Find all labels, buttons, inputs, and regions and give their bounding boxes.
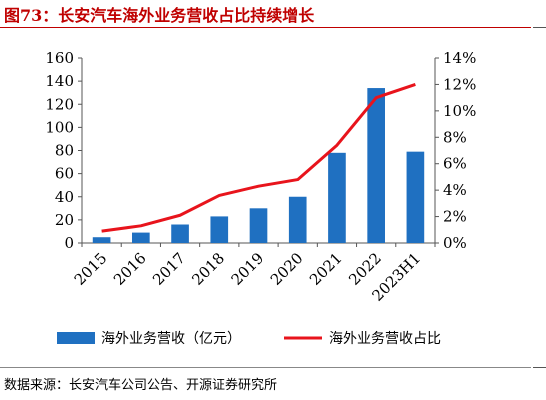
bar-2017: [171, 224, 189, 243]
legend: 海外业务营收（亿元） 海外业务营收占比: [57, 331, 441, 347]
right-axis-tick-label: 12%: [443, 75, 476, 93]
left-axis-tick-label: 140: [45, 72, 74, 90]
legend-bar-label: 海外业务营收（亿元）: [101, 331, 241, 347]
chart-title: 图73：长安汽车海外业务营收占比持续增长: [4, 6, 315, 25]
bar-2020: [288, 196, 307, 243]
x-axis-tick-label: 2020: [267, 249, 307, 289]
x-axis-tick-label: 2015: [71, 249, 111, 289]
x-axis-tick-label: 2016: [110, 249, 150, 289]
bar-2021: [328, 152, 346, 243]
right-axis-tick-label: 4%: [443, 181, 467, 199]
right-axis-tick-label: 0%: [443, 234, 467, 252]
left-axis-tick-label: 40: [55, 188, 74, 206]
bar-2022: [367, 88, 385, 243]
source-note: 数据来源：长安汽车公司公告、开源证券研究所: [4, 378, 278, 393]
bar-2015: [92, 237, 111, 243]
title-divider: [0, 27, 531, 28]
left-axis-tick-label: 20: [55, 211, 74, 229]
right-axis-tick-label: 10%: [443, 102, 476, 120]
x-axis-tick-label: 2021: [306, 249, 346, 289]
left-axis-tick-label: 120: [45, 95, 74, 113]
legend-line-label: 海外业务营收占比: [329, 331, 441, 347]
x-axis-tick-label: 2018: [188, 249, 228, 289]
bar-series: [92, 88, 425, 243]
source-divider: [0, 367, 531, 368]
left-axis-tick-label: 60: [55, 165, 74, 183]
edge-mark-top: [533, 27, 546, 28]
left-axis-tick-label: 80: [55, 142, 74, 160]
bar-2023H1: [406, 151, 425, 243]
line-series: [101, 83, 416, 233]
right-axis-tick-label: 8%: [443, 128, 467, 146]
x-axis-tick-label: 2017: [149, 249, 189, 289]
edge-mark-bottom: [533, 367, 546, 368]
bar-2018: [210, 216, 229, 243]
right-axis-tick-label: 14%: [443, 49, 476, 67]
right-axis-tick-label: 2%: [443, 208, 467, 226]
left-axis-tick-label: 160: [45, 49, 74, 67]
x-axis-tick-label: 2019: [228, 249, 268, 289]
bar-2019: [249, 208, 268, 243]
right-axis-tick-label: 6%: [443, 155, 467, 173]
left-axis-tick-label: 0: [64, 234, 74, 252]
bar-2016: [132, 232, 150, 243]
left-axis-tick-label: 100: [45, 118, 74, 136]
legend-bar-swatch: [57, 332, 95, 344]
